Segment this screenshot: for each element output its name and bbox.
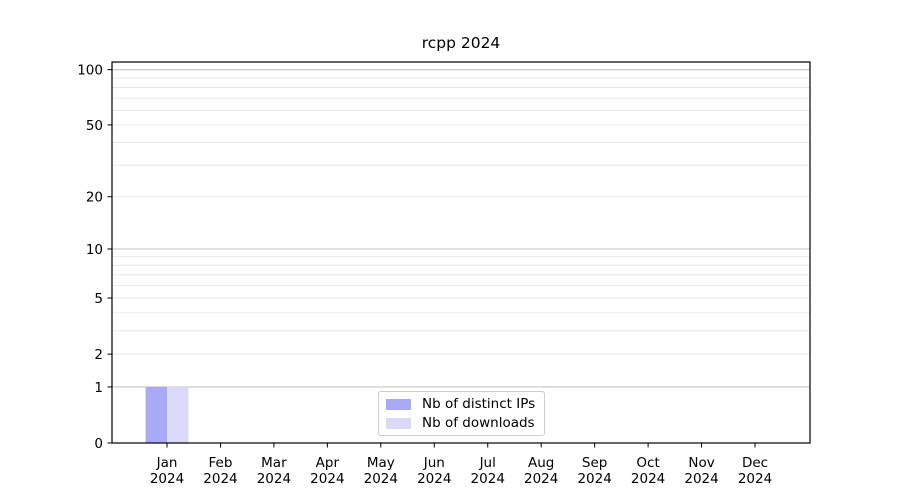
x-tick-label-year: 2024 bbox=[203, 471, 237, 487]
x-tick-label-year: 2024 bbox=[738, 471, 772, 487]
y-tick-label: 2 bbox=[94, 347, 103, 363]
y-tick-label: 0 bbox=[94, 436, 103, 452]
y-tick-label: 20 bbox=[86, 190, 103, 206]
x-tick-label-year: 2024 bbox=[471, 471, 505, 487]
x-tick-label-month: May bbox=[367, 455, 395, 471]
x-tick-label-year: 2024 bbox=[577, 471, 611, 487]
x-tick-label-month: Feb bbox=[209, 455, 233, 471]
legend-label-downloads: Nb of downloads bbox=[422, 415, 535, 431]
legend-swatch-downloads-icon bbox=[386, 417, 411, 429]
x-tick-label-month: Aug bbox=[528, 455, 554, 471]
bar-distinct-ips-jan bbox=[145, 386, 167, 443]
x-tick-label-month: Oct bbox=[636, 455, 659, 471]
x-tick-label-month: Mar bbox=[261, 455, 287, 471]
y-tick-label: 100 bbox=[77, 63, 103, 79]
bar-downloads-jan bbox=[167, 386, 189, 443]
y-tick-label: 10 bbox=[86, 242, 103, 258]
y-tick-label: 50 bbox=[86, 118, 103, 134]
y-tick-label: 1 bbox=[94, 380, 103, 396]
x-tick-label-month: Sep bbox=[582, 455, 607, 471]
x-tick-label-year: 2024 bbox=[150, 471, 184, 487]
x-tick-label-month: Jan bbox=[156, 455, 178, 471]
legend-box: Nb of distinct IPs Nb of downloads bbox=[378, 391, 545, 436]
x-tick-label-month: Dec bbox=[742, 455, 768, 471]
legend-label-distinct-ips: Nb of distinct IPs bbox=[422, 396, 536, 412]
x-tick-label-year: 2024 bbox=[364, 471, 398, 487]
plot-frame bbox=[111, 61, 811, 444]
x-tick-label-year: 2024 bbox=[684, 471, 718, 487]
x-tick-label-month: Jul bbox=[479, 455, 496, 471]
x-tick-label-year: 2024 bbox=[524, 471, 558, 487]
x-tick-label-year: 2024 bbox=[257, 471, 291, 487]
legend-item-distinct-ips: Nb of distinct IPs bbox=[386, 396, 544, 412]
x-tick-label-year: 2024 bbox=[417, 471, 451, 487]
x-tick-label-year: 2024 bbox=[310, 471, 344, 487]
x-tick-label-month: Apr bbox=[316, 455, 340, 471]
x-tick-label-month: Jun bbox=[423, 455, 445, 471]
chart-title: rcpp 2024 bbox=[421, 34, 501, 52]
y-tick-label: 5 bbox=[94, 291, 103, 307]
legend-item-downloads: Nb of downloads bbox=[386, 415, 544, 431]
legend-swatch-distinct-ips-icon bbox=[386, 398, 411, 410]
x-tick-label-year: 2024 bbox=[631, 471, 665, 487]
x-tick-label-month: Nov bbox=[688, 455, 714, 471]
